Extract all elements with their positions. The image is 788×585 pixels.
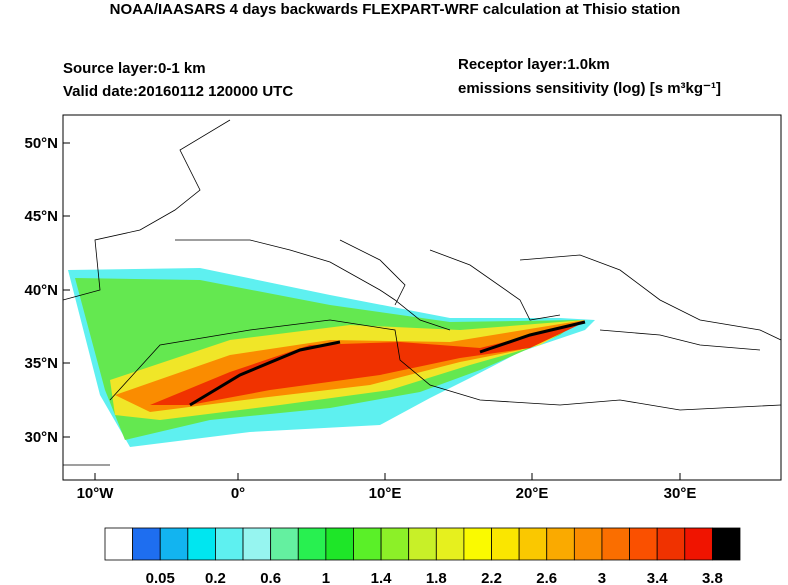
lon-label: 10°W (77, 485, 115, 502)
title: NOAA/IAASARS 4 days backwards FLEXPART-W… (110, 1, 681, 18)
colorbar-label: 3 (598, 570, 606, 585)
plume-red (150, 322, 585, 405)
lon-label: 0° (231, 485, 245, 502)
colorbar-label: 0.05 (146, 570, 175, 585)
colorbar-box (104, 527, 134, 561)
colorbar-box (380, 527, 410, 561)
map (62, 114, 782, 481)
colorbar-box (159, 527, 189, 561)
colorbar-box (270, 527, 299, 561)
colorbar-label: 2.6 (536, 570, 557, 585)
colorbar-label: 1.4 (371, 570, 393, 585)
source-layer: Source layer:0-1 km (63, 60, 206, 77)
colorbar-box (325, 527, 354, 561)
colorbar-label: 1 (322, 570, 330, 585)
colorbar-box (573, 527, 603, 561)
lat-label: 45°N (24, 208, 58, 225)
colorbar-box (215, 527, 244, 561)
colorbar-label: 3.8 (702, 570, 723, 585)
receptor-layer: Receptor layer:1.0km (458, 56, 610, 73)
colorbar-box (408, 527, 437, 561)
lat-label: 40°N (24, 282, 58, 299)
colorbar-box (656, 527, 686, 561)
plume-black (189, 320, 586, 407)
colorbar-label: 1.8 (426, 570, 447, 585)
colorbar-box (242, 527, 272, 561)
colorbar-box (463, 527, 492, 561)
colorbar-box (297, 527, 327, 561)
colorbar-box (435, 527, 465, 561)
colorbar-box (353, 527, 382, 561)
coastline (62, 119, 782, 466)
colorbar-box (629, 527, 658, 561)
lon-label: 30°E (664, 485, 697, 502)
colorbar-box (491, 527, 520, 561)
colorbar-label: 2.2 (481, 570, 502, 585)
lat-label: 35°N (24, 355, 58, 372)
lat-label: 30°N (24, 429, 58, 446)
lon-label: 20°E (516, 485, 549, 502)
lon-label: 10°E (369, 485, 402, 502)
colorbar-box (132, 527, 161, 561)
colorbar-box (187, 527, 216, 561)
colorbar-box (518, 527, 548, 561)
units: emissions sensitivity (log) [s m³kg⁻¹] (458, 80, 721, 97)
lat-label: 50°N (24, 135, 58, 152)
valid-date: Valid date:20160112 120000 UTC (63, 83, 293, 100)
colorbar-box (684, 527, 713, 561)
colorbar-box (711, 527, 741, 561)
colorbar-box (601, 527, 630, 561)
colorbar-label: 3.4 (647, 570, 669, 585)
colorbar-box (546, 527, 575, 561)
colorbar-label: 0.2 (205, 570, 226, 585)
colorbar-label: 0.6 (260, 570, 281, 585)
